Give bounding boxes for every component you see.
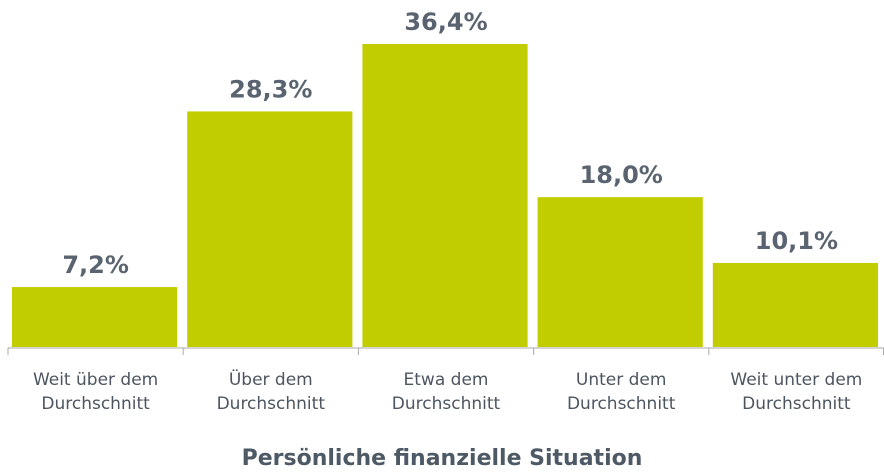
bar xyxy=(362,44,528,347)
bar xyxy=(712,262,878,347)
x-tick-label: Weit über dem Durchschnitt xyxy=(32,370,159,414)
value-label: 7,2% xyxy=(62,251,129,279)
value-label: 28,3% xyxy=(229,75,312,103)
bar xyxy=(537,197,703,347)
x-tick-label: Über dem Durchschnitt xyxy=(216,370,325,414)
x-tick-label: Weit unter dem Durchschnitt xyxy=(730,370,863,414)
value-label: 36,4% xyxy=(404,8,487,36)
value-label: 10,1% xyxy=(755,227,838,255)
bar xyxy=(12,287,178,347)
x-tick-label: Unter dem Durchschnitt xyxy=(566,370,676,414)
bar xyxy=(187,111,353,347)
x-axis-title: Persönliche finanzielle Situation xyxy=(241,446,643,471)
x-tick-label: Etwa dem Durchschnitt xyxy=(391,370,501,414)
value-label: 18,0% xyxy=(580,161,663,189)
